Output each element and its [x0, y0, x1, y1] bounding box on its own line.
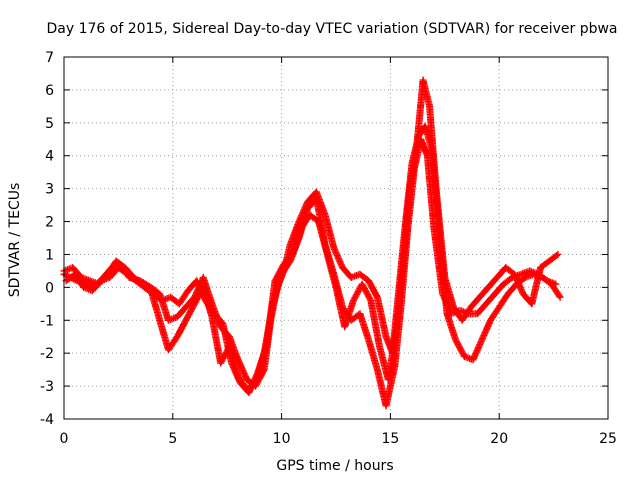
y-tick-label: -2: [40, 346, 54, 362]
x-tick-label: 20: [490, 431, 508, 447]
x-tick-label: 25: [599, 431, 617, 447]
y-tick-label: 2: [45, 215, 54, 231]
y-tick-label: 7: [45, 50, 54, 66]
x-tick-label: 15: [381, 431, 399, 447]
y-tick-label: -3: [40, 379, 54, 395]
trace-marker: [366, 295, 374, 303]
x-tick-label: 10: [273, 431, 291, 447]
x-tick-label: 0: [60, 431, 69, 447]
y-tick-label: -1: [40, 313, 54, 329]
y-tick-label: 4: [45, 149, 54, 165]
trace-marker: [555, 292, 563, 300]
chart-title: Day 176 of 2015, Sidereal Day-to-day VTE…: [46, 21, 617, 37]
data-point: [554, 250, 562, 258]
y-tick-label: 3: [45, 182, 54, 198]
x-tick-label: 5: [168, 431, 177, 447]
y-tick-label: 6: [45, 83, 54, 99]
x-axis-label: GPS time / hours: [276, 458, 393, 474]
trace-marker: [553, 252, 561, 260]
y-tick-label: 0: [45, 280, 54, 296]
y-tick-label: -4: [40, 412, 54, 428]
tick-labels: 0 5 10 15 20 25 -4 -3 -2 -1 0 1 2 3 4 5 6 7: [40, 50, 617, 447]
data-point: [552, 280, 560, 288]
data-point: [556, 293, 564, 301]
plot-border: [63, 56, 609, 420]
y-tick-label: 1: [45, 247, 54, 263]
trace-marker: [373, 292, 381, 300]
data-markers: [60, 76, 564, 410]
y-axis-label: SDTVAR / TECUs: [7, 183, 23, 298]
grid: [63, 56, 609, 420]
y-tick-label: 5: [45, 116, 54, 132]
